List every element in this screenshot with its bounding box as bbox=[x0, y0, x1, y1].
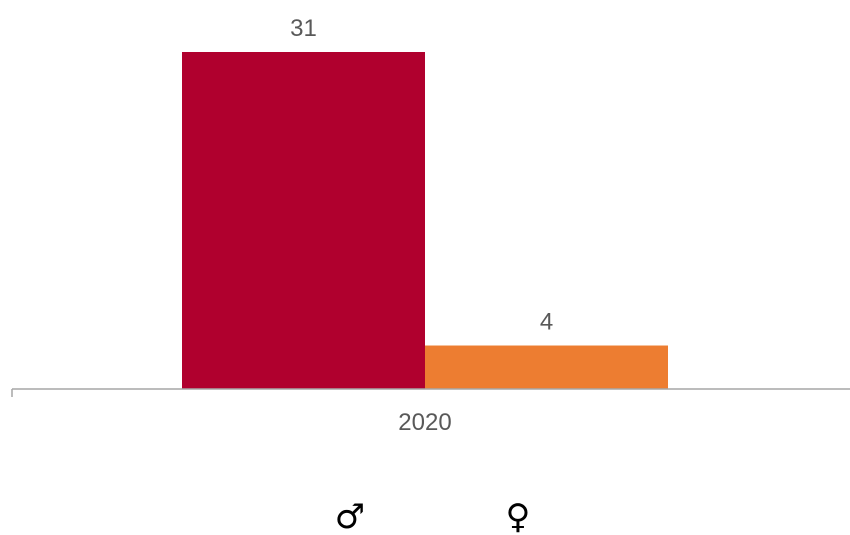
bar-2020-series-0 bbox=[182, 52, 425, 389]
data-label-2020-series-0: 31 bbox=[290, 15, 317, 42]
data-label-2020-series-1: 4 bbox=[540, 309, 553, 336]
data-labels-layer: 31 4 bbox=[290, 15, 553, 336]
bar-2020-series-1 bbox=[425, 345, 668, 389]
x-tick-label: 2020 bbox=[398, 409, 451, 436]
legend-female-symbol: ♀ bbox=[506, 497, 531, 535]
legend: ♂ ♀ bbox=[335, 497, 531, 535]
bars-layer bbox=[182, 52, 668, 389]
legend-male-symbol: ♂ bbox=[335, 497, 365, 535]
x-axis: 2020 bbox=[11, 388, 850, 436]
